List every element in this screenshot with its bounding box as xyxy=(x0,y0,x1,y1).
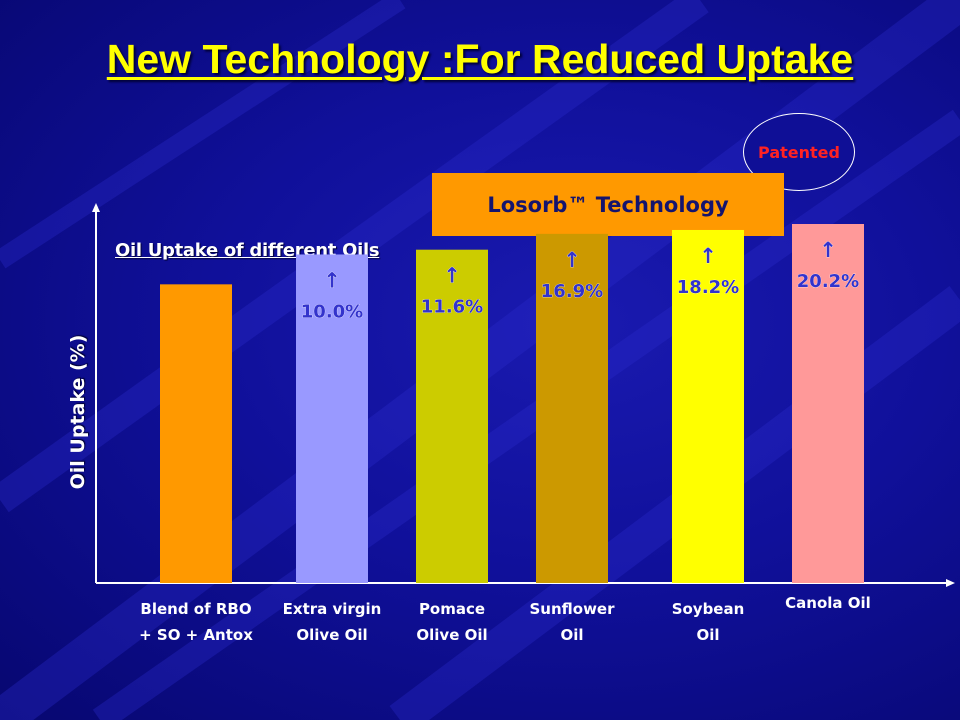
slide-title: New Technology :For Reduced Uptake xyxy=(106,36,854,82)
data-label: 16.9% xyxy=(541,281,603,302)
up-arrow-icon: ↑ xyxy=(443,264,461,288)
bar xyxy=(296,254,368,583)
x-tick-label: Blend of RBO + SO + Antox xyxy=(126,596,266,648)
up-arrow-icon: ↑ xyxy=(699,244,717,268)
x-tick-label-line: Blend of RBO xyxy=(140,600,252,618)
x-tick-label-line: Oil xyxy=(560,626,584,644)
x-tick-label-line: Extra virgin xyxy=(282,600,382,618)
up-arrow-icon: ↑ xyxy=(819,238,837,262)
patented-badge-label: Patented xyxy=(758,142,840,162)
x-tick-label-line: + SO + Antox xyxy=(139,626,253,644)
up-arrow-icon: ↑ xyxy=(563,248,581,272)
losorb-technology-callout: Losorb™ Technology xyxy=(432,173,784,236)
bar xyxy=(792,224,864,583)
bar xyxy=(672,229,744,583)
x-tick-label: Pomace Olive Oil xyxy=(382,596,522,648)
data-label: 10.0% xyxy=(301,301,363,322)
bar xyxy=(536,233,608,583)
losorb-callout-label: Losorb™ Technology xyxy=(487,192,729,217)
x-tick-label: Sunflower Oil xyxy=(502,596,642,648)
x-tick-label: Soybean Oil xyxy=(638,596,778,648)
data-label: 11.6% xyxy=(421,297,483,318)
y-axis-arrowhead xyxy=(92,203,100,212)
x-tick-label-line: Soybean xyxy=(671,600,745,618)
x-tick-label-line: Olive Oil xyxy=(296,626,368,644)
x-tick-label: Canola Oil xyxy=(758,590,898,616)
x-tick-label: Extra virgin Olive Oil xyxy=(262,596,402,648)
x-tick-label-line: Pomace xyxy=(418,600,486,618)
bar xyxy=(160,284,232,583)
x-tick-label-line: Canola Oil xyxy=(785,594,871,612)
data-label: 20.2% xyxy=(797,271,859,292)
x-axis-arrowhead xyxy=(946,579,955,587)
up-arrow-icon: ↑ xyxy=(323,268,341,292)
x-tick-label-line: Oil xyxy=(696,626,720,644)
bar xyxy=(416,249,488,583)
x-tick-label-line: Sunflower xyxy=(529,600,615,618)
data-label: 18.2% xyxy=(677,277,739,298)
x-tick-label-line: Olive Oil xyxy=(416,626,488,644)
